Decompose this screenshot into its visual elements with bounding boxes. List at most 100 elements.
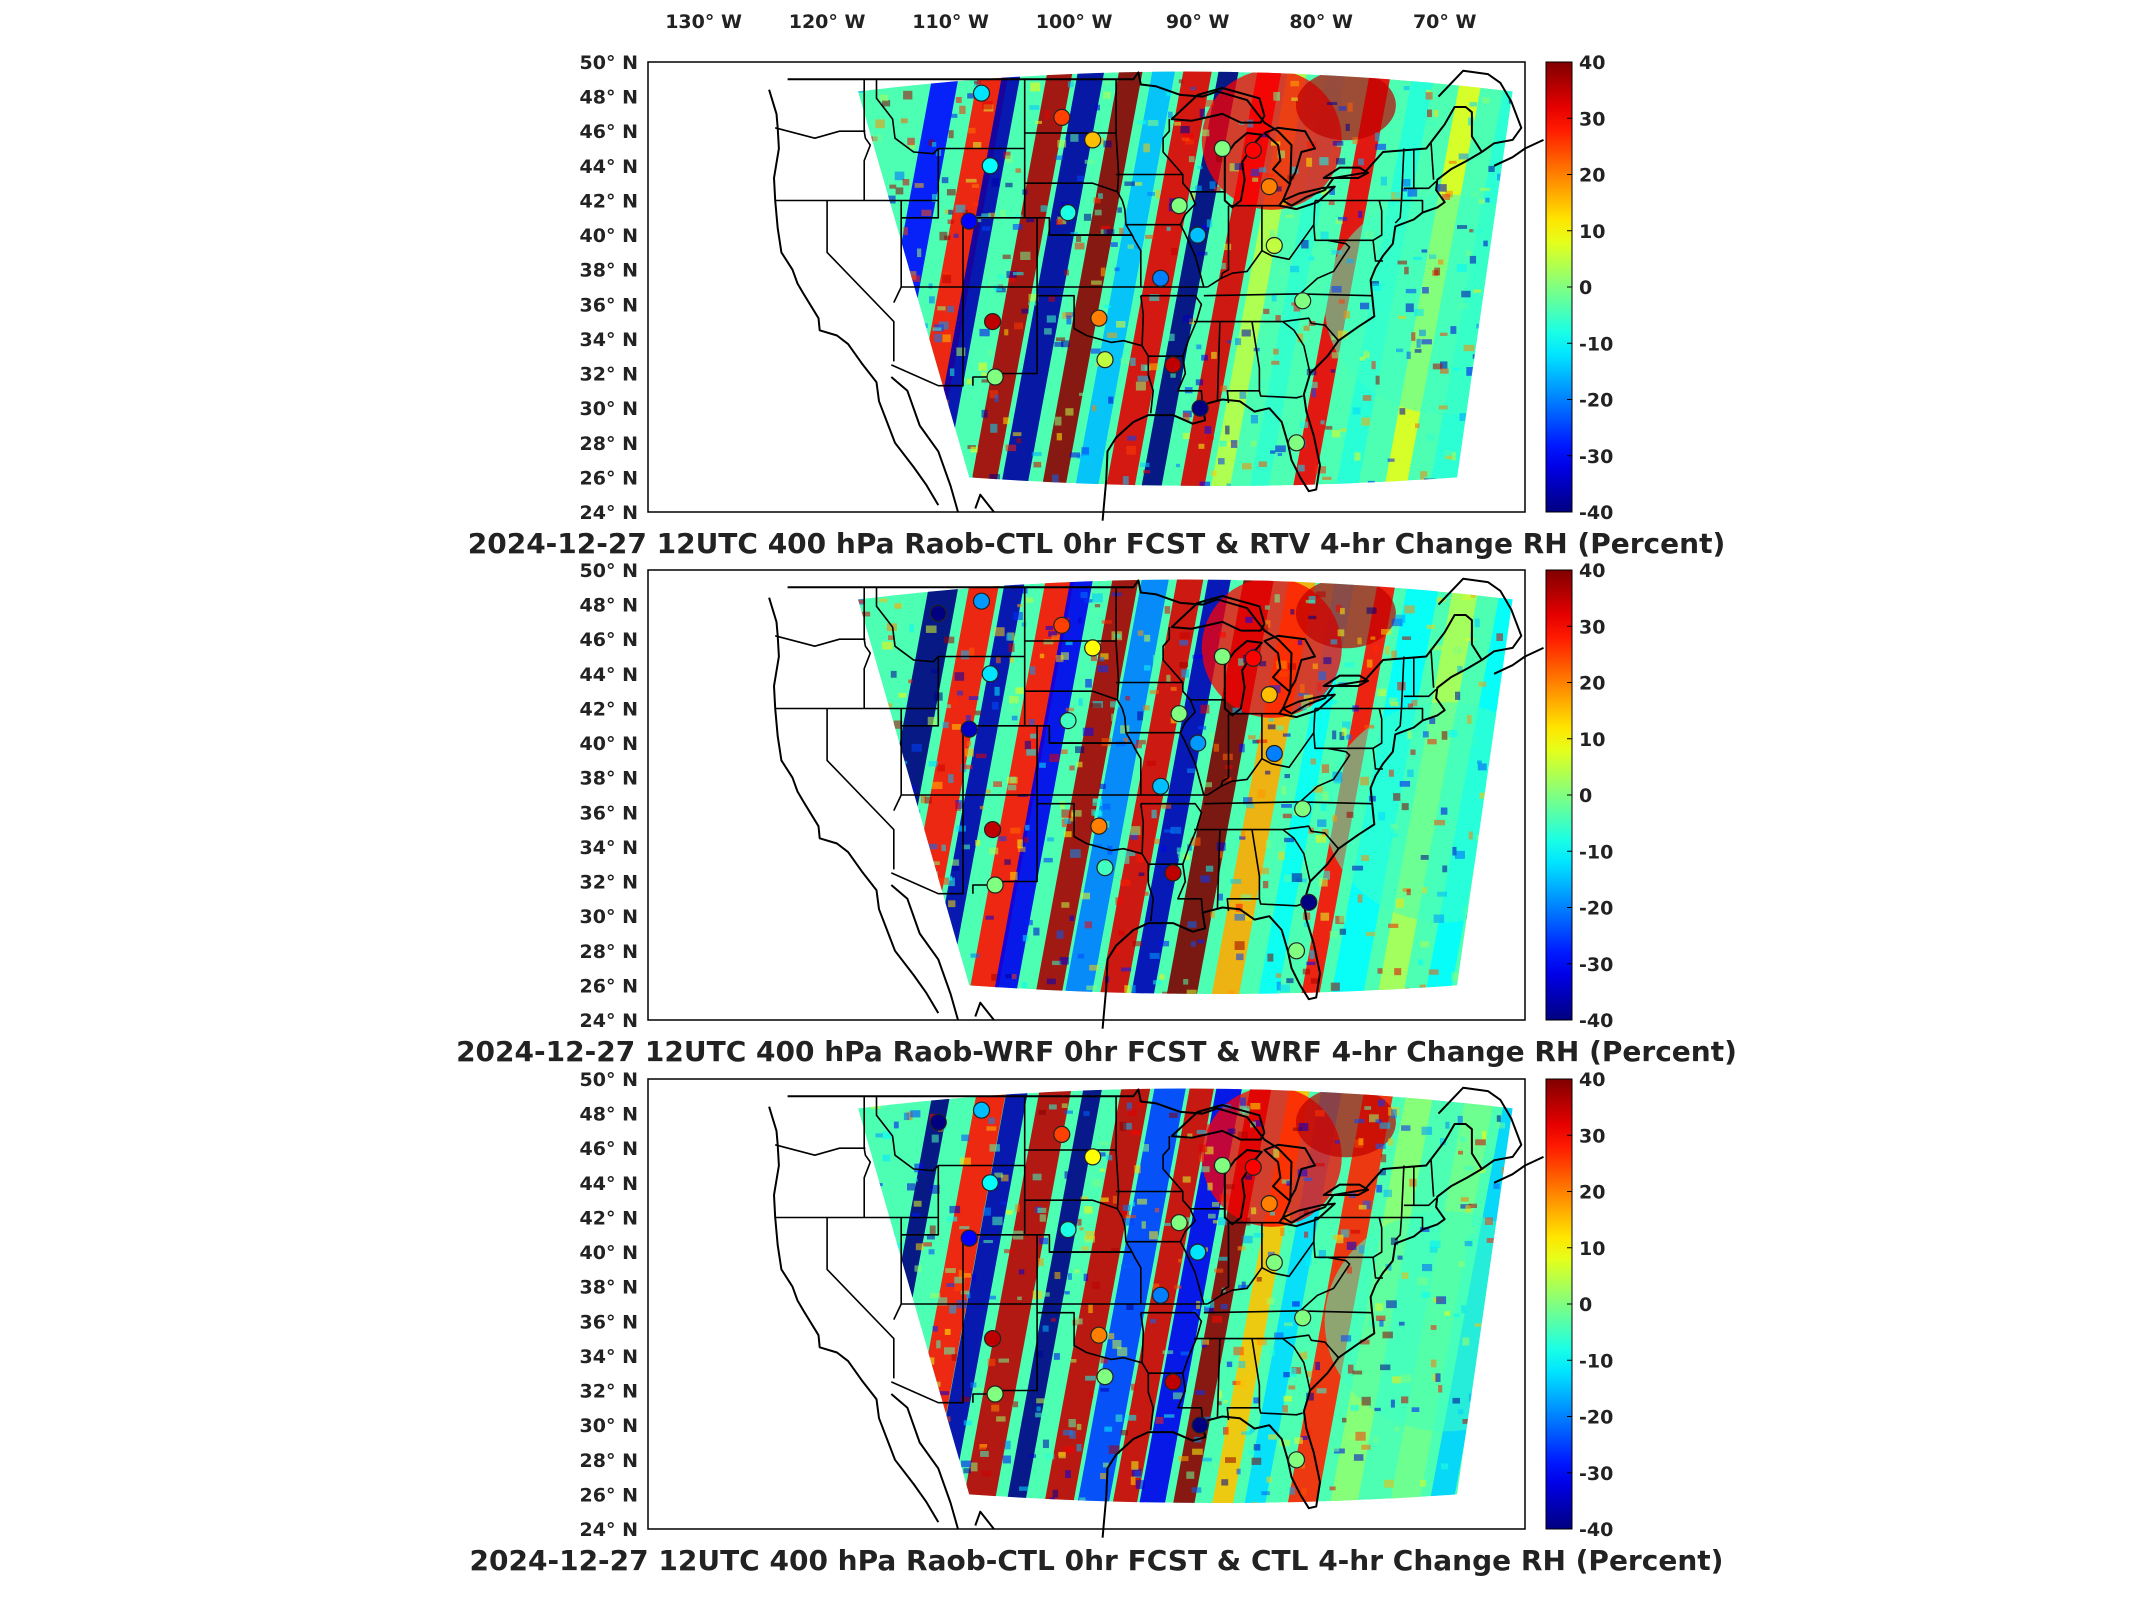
raob-station-marker: [1053, 1125, 1071, 1144]
raob-station-marker: [1265, 744, 1283, 763]
raob-station-marker: [1090, 309, 1108, 327]
raob-station-marker: [1053, 616, 1071, 635]
lat-tick-label: 24° N: [580, 502, 638, 524]
lat-tick-label: 36° N: [580, 294, 638, 316]
raob-station-marker: [1244, 141, 1262, 159]
colorbar-tick-label: -40: [1579, 502, 1613, 524]
lat-tick-label: 26° N: [580, 975, 638, 997]
raob-station-marker: [983, 820, 1002, 839]
raob-station-marker: [1300, 893, 1318, 911]
longitude-tick-labels: 130° W 120° W 110° W 100° W 90° W 80° W 70° W: [665, 11, 1476, 33]
lat-tick-label: 42° N: [580, 699, 638, 721]
lat-tick-label: 44° N: [580, 664, 638, 686]
lat-tick-label: 50° N: [580, 52, 638, 74]
lat-tick-label: 42° N: [580, 1208, 638, 1230]
raob-station-marker: [1213, 139, 1232, 158]
map-panel: 50° N 48° N 46° N 44° N 42° N 40° N 38° N 36° N…: [468, 52, 1726, 560]
raob-station-marker: [1096, 351, 1114, 369]
raob-station-marker: [1170, 1214, 1188, 1232]
raob-station-marker: [1189, 1243, 1207, 1261]
map-boundaries: [768, 577, 1544, 1029]
lat-tick-label: 36° N: [580, 1311, 638, 1333]
colorbar-tick-label: 0: [1579, 1294, 1592, 1316]
raob-station-marker: [1059, 1220, 1077, 1239]
raob-station-marker: [981, 665, 999, 683]
colorbar-tick-label: -10: [1579, 333, 1613, 355]
colorbar-tick-label: -30: [1579, 1463, 1613, 1485]
colorbar-tick-label: -10: [1579, 841, 1613, 863]
lat-tick-label: 32° N: [580, 872, 638, 894]
raob-station-marker: [1059, 204, 1077, 222]
lat-tick-label: 38° N: [580, 768, 638, 790]
panel-title: 2024-12-27 12UTC 400 hPa Raob-WRF 0hr FC…: [456, 1035, 1737, 1068]
lat-tick-label: 48° N: [580, 1104, 638, 1126]
raob-station-marker: [1164, 864, 1182, 882]
lat-tick-label: 48° N: [580, 595, 638, 617]
lat-tick-label: 30° N: [580, 1415, 638, 1437]
lon-tick-label: 80° W: [1289, 11, 1353, 33]
lat-tick-label: 44° N: [580, 156, 638, 178]
raob-station-marker: [1191, 1416, 1209, 1434]
lat-tick-label: 48° N: [580, 87, 638, 109]
raob-station-marker: [1170, 705, 1188, 723]
raob-station-marker: [1164, 356, 1182, 374]
raob-station-marker: [1189, 734, 1207, 752]
raob-station-marker: [1213, 647, 1232, 666]
raob-station-marker: [1090, 817, 1108, 835]
colorbar-tick-label: 40: [1579, 52, 1605, 74]
lat-tick-label: 34° N: [580, 1346, 638, 1368]
lat-tick-label: 30° N: [580, 906, 638, 928]
colorbar-tick-label: 20: [1579, 165, 1605, 187]
lat-tick-label: 42° N: [580, 191, 638, 213]
raob-station-marker: [929, 604, 947, 622]
raob-station-marker: [1294, 800, 1312, 818]
lat-tick-label: 38° N: [580, 1277, 638, 1299]
raob-station-marker: [960, 212, 978, 230]
lat-tick-label: 26° N: [580, 467, 638, 489]
lat-tick-label: 46° N: [580, 121, 638, 143]
map-boundaries: [768, 69, 1544, 521]
raob-station-marker: [1164, 1373, 1182, 1391]
raob-station-marker: [986, 876, 1004, 894]
raob-station-marker: [1084, 639, 1102, 657]
raob-station-marker: [929, 1113, 947, 1131]
colorbar-tick-label: -40: [1579, 1519, 1613, 1541]
raob-station-marker: [1260, 1194, 1278, 1213]
lat-tick-label: 50° N: [580, 1069, 638, 1091]
raob-station-marker: [1213, 1156, 1232, 1175]
lat-tick-label: 50° N: [580, 560, 638, 582]
colorbar-tick-label: 10: [1579, 729, 1605, 751]
colorbar-tick-label: 20: [1579, 673, 1605, 695]
raob-station-marker: [1287, 942, 1306, 960]
colorbar-tick-label: -40: [1579, 1010, 1613, 1032]
raob-station-marker: [972, 84, 991, 102]
raob-station-marker: [1244, 1158, 1262, 1176]
colorbar-tick-label: -20: [1579, 390, 1613, 412]
raob-station-marker: [981, 1174, 999, 1192]
raob-station-marker: [1084, 131, 1102, 149]
lon-tick-label: 100° W: [1036, 11, 1113, 33]
lat-tick-label: 44° N: [580, 1173, 638, 1195]
map-boundaries: [768, 1086, 1544, 1538]
colorbar-tick-label: 0: [1579, 785, 1592, 807]
rh-change-field: [858, 579, 1513, 995]
raob-station-marker: [1096, 859, 1114, 877]
panel-title: 2024-12-27 12UTC 400 hPa Raob-CTL 0hr FC…: [470, 1544, 1724, 1577]
raob-station-marker: [986, 1385, 1004, 1403]
map-panel: 50° N 48° N 46° N 44° N 42° N 40° N 38° N 36° N…: [456, 560, 1737, 1068]
raob-station-marker: [1059, 711, 1077, 730]
raob-station-marker: [972, 1101, 991, 1119]
raob-station-marker: [983, 313, 1002, 331]
panel-title: 2024-12-27 12UTC 400 hPa Raob-CTL 0hr FC…: [468, 527, 1726, 560]
raob-station-marker: [1294, 292, 1312, 310]
raob-station-marker: [1244, 649, 1262, 667]
rh-change-field: [858, 71, 1513, 487]
raob-station-marker: [960, 720, 978, 738]
colorbar-tick-label: 40: [1579, 560, 1605, 582]
lat-tick-label: 46° N: [580, 1138, 638, 1160]
lat-tick-label: 46° N: [580, 629, 638, 651]
raob-station-marker: [1294, 1309, 1312, 1327]
colorbar-tick-label: -30: [1579, 446, 1613, 468]
lat-tick-label: 32° N: [580, 364, 638, 386]
lat-tick-label: 36° N: [580, 802, 638, 824]
